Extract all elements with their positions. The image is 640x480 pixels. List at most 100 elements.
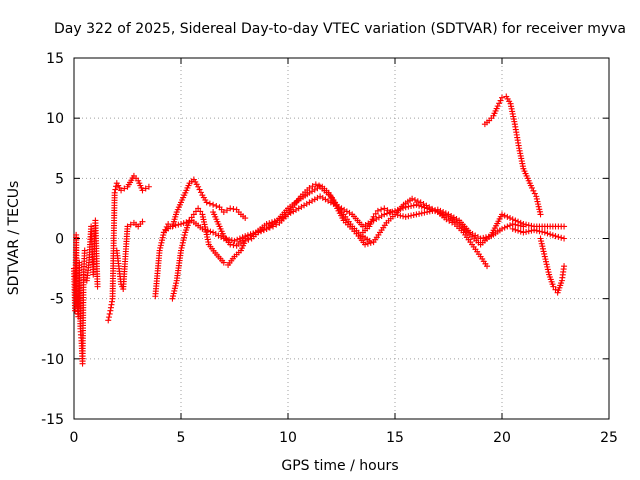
- data-point: [531, 190, 538, 197]
- chart-title: Day 322 of 2025, Sidereal Day-to-day VTE…: [54, 21, 626, 37]
- data-point: [408, 203, 415, 210]
- y-tick-label: -15: [41, 412, 64, 428]
- data-point: [544, 266, 551, 273]
- data-point: [416, 202, 423, 209]
- data-point: [142, 185, 149, 192]
- data-point: [169, 295, 176, 302]
- data-point: [501, 212, 508, 219]
- data-point: [499, 211, 505, 218]
- data-point: [206, 200, 213, 207]
- data-point: [525, 228, 532, 235]
- data-point: [175, 221, 182, 228]
- data-point: [482, 234, 489, 241]
- grid-lines: [74, 58, 609, 419]
- data-point: [409, 195, 416, 202]
- data-point: [429, 207, 436, 214]
- data-point: [312, 181, 319, 188]
- data-point: [534, 198, 541, 205]
- data-point: [480, 234, 487, 241]
- y-tick-label: -5: [50, 292, 64, 308]
- data-point: [528, 227, 535, 234]
- data-point: [540, 248, 547, 255]
- data-point: [538, 238, 545, 245]
- data-point: [230, 242, 237, 249]
- data-point: [124, 223, 131, 230]
- data-point: [539, 243, 546, 250]
- data-point: [378, 206, 385, 213]
- data-point: [418, 210, 425, 217]
- data-point: [121, 185, 128, 192]
- data-point: [203, 199, 210, 206]
- data-point: [178, 247, 184, 254]
- data-point: [528, 184, 535, 191]
- data-point: [416, 210, 423, 217]
- data-point: [552, 286, 559, 293]
- data-point: [230, 206, 237, 213]
- data-point: [190, 211, 197, 218]
- data-point: [370, 213, 377, 220]
- data-point: [159, 234, 166, 241]
- data-point: [555, 233, 562, 240]
- data-point: [515, 222, 522, 229]
- data-point: [381, 211, 388, 218]
- data-point: [501, 224, 508, 231]
- data-point: [512, 226, 519, 233]
- data-point: [558, 234, 565, 241]
- data-point: [195, 205, 202, 212]
- data-point: [405, 213, 412, 220]
- data-point: [520, 229, 527, 236]
- data-point: [207, 228, 214, 235]
- data-point: [517, 228, 524, 235]
- data-point: [202, 226, 209, 233]
- data-point: [236, 235, 243, 242]
- data-point: [160, 232, 167, 239]
- data-point: [497, 97, 504, 104]
- data-point: [507, 222, 514, 229]
- y-tick-label: -10: [41, 352, 64, 368]
- data-point: [537, 235, 544, 242]
- data-point: [426, 208, 433, 215]
- data-point: [515, 227, 522, 234]
- data-point: [402, 213, 409, 220]
- data-point: [181, 234, 188, 241]
- data-point: [231, 237, 238, 244]
- data-point: [367, 239, 374, 246]
- data-point: [533, 227, 540, 234]
- data-point: [432, 207, 439, 214]
- data-point: [542, 256, 549, 263]
- data-point: [530, 187, 537, 194]
- data-point: [112, 186, 119, 193]
- data-point: [517, 222, 524, 229]
- data-point: [171, 287, 178, 294]
- data-point: [266, 220, 273, 227]
- data-point: [440, 209, 447, 216]
- data-point: [204, 227, 211, 234]
- data-point: [561, 235, 568, 242]
- data-point: [81, 247, 88, 254]
- data-point: [494, 103, 501, 110]
- data-point: [172, 282, 179, 289]
- data-point: [434, 206, 441, 213]
- data-point: [170, 290, 177, 297]
- data-point: [535, 201, 542, 208]
- data-point: [537, 211, 544, 218]
- x-axis-label: GPS time / hours: [281, 458, 398, 474]
- data-point: [413, 201, 420, 208]
- data-point: [220, 209, 227, 216]
- data-point: [544, 263, 551, 270]
- x-tick-label: 25: [600, 430, 618, 446]
- data-point: [392, 211, 398, 218]
- data-point: [169, 222, 176, 229]
- data-point: [167, 223, 174, 230]
- data-point: [541, 250, 548, 257]
- data-point: [523, 228, 530, 235]
- data-point: [411, 196, 418, 203]
- data-point: [499, 94, 505, 101]
- data-point: [105, 314, 112, 321]
- data-point: [197, 189, 204, 196]
- y-tick-label: 10: [46, 111, 64, 127]
- data-point: [178, 221, 184, 228]
- data-point: [552, 233, 559, 240]
